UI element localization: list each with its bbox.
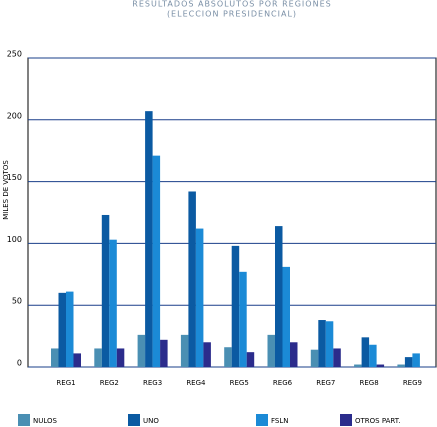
bar (404, 357, 413, 367)
chart-title: RESULTADOS ABSOLUTOS POR REGIONES (132, 0, 331, 9)
x-tick-label: REG7 (316, 379, 335, 387)
x-tick-label: REG5 (230, 379, 249, 387)
y-tick-label: 0 (17, 359, 22, 368)
x-tick-label: REG8 (360, 379, 379, 387)
y-tick-label: 100 (7, 235, 22, 244)
x-tick-label: REG4 (186, 379, 206, 387)
y-tick-label: 200 (7, 111, 22, 120)
bar (354, 364, 362, 367)
bar (333, 348, 341, 367)
x-tick-label: REG3 (143, 379, 162, 387)
bar (318, 320, 326, 367)
legend-swatch (18, 414, 30, 426)
bar (267, 334, 275, 367)
bar (239, 271, 247, 367)
bar (361, 337, 370, 367)
x-tick-label: REG1 (56, 379, 75, 387)
bar (116, 348, 125, 367)
bar (224, 347, 232, 367)
bar (325, 321, 334, 367)
x-tick-label: REG9 (403, 379, 422, 387)
bar (246, 352, 255, 367)
legend-label: OTROS PART. (355, 417, 400, 425)
legend-swatch (256, 414, 268, 426)
bar (73, 353, 81, 367)
bar (180, 334, 189, 367)
bar (412, 353, 420, 367)
bar (275, 226, 283, 367)
bar (397, 364, 405, 367)
legend-swatch (340, 414, 352, 426)
bar (195, 228, 204, 367)
chart-subtitle: (ELECCION PRESIDENCIAL) (167, 10, 297, 19)
y-tick-label: 50 (12, 297, 22, 306)
bar (188, 191, 196, 367)
bar (152, 155, 161, 367)
bar (51, 348, 59, 367)
bar (376, 364, 385, 367)
bar (109, 239, 117, 367)
y-axis-label: MILES DE VOTOS (2, 160, 10, 220)
bar (160, 339, 168, 367)
legend-swatch (128, 414, 140, 426)
bar (94, 348, 102, 367)
bar (310, 349, 319, 367)
y-tick-label: 250 (7, 50, 22, 59)
bar (101, 214, 110, 367)
bar (282, 266, 290, 367)
bar (66, 291, 74, 367)
bar (137, 334, 146, 367)
x-tick-label: REG2 (100, 379, 119, 387)
bar (369, 344, 377, 367)
bar (231, 245, 240, 367)
y-tick-label: 150 (7, 173, 22, 182)
bar (145, 111, 153, 367)
legend-label: NULOS (33, 417, 58, 425)
legend-label: UNO (143, 417, 159, 425)
x-tick-label: REG6 (273, 379, 293, 387)
bar (290, 342, 298, 367)
bar (203, 342, 211, 367)
legend-label: FSLN (271, 417, 288, 425)
bar (58, 292, 66, 367)
